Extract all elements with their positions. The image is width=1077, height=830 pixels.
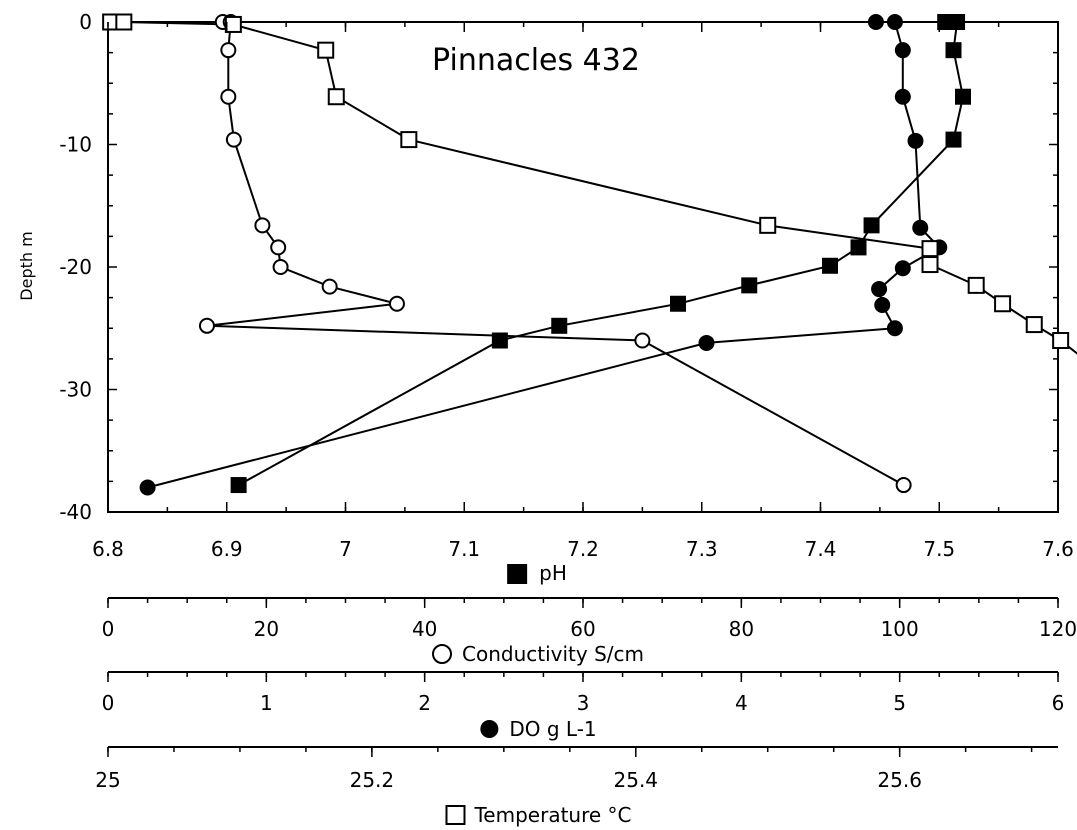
temperature-marker xyxy=(317,41,335,59)
do-marker xyxy=(871,281,888,298)
do-marker xyxy=(874,296,891,313)
conductivity-marker xyxy=(198,317,215,334)
x-tick-label-pH: 6.8 xyxy=(92,537,124,561)
temperature-marker xyxy=(759,216,777,234)
series-line-do xyxy=(147,21,941,489)
conductivity-marker xyxy=(388,295,405,312)
x-tick-label-do: 5 xyxy=(893,691,906,715)
ph-marker xyxy=(670,295,686,312)
temperature-marker xyxy=(921,240,939,258)
x-tick-label-pH: 6.9 xyxy=(211,537,243,561)
x-tick-label-do: 3 xyxy=(577,691,590,715)
x-tick-label-conductivity: 40 xyxy=(412,617,437,641)
x-tick-label-pH: 7.5 xyxy=(923,537,955,561)
legend-temperature-icon xyxy=(445,805,466,825)
conductivity-marker xyxy=(895,477,912,494)
x-tick-label-conductivity: 20 xyxy=(254,617,279,641)
conductivity-marker xyxy=(321,278,338,295)
x-tick-label-pH: 7.4 xyxy=(805,537,837,561)
x-tick-label-conductivity: 120 xyxy=(1039,617,1077,641)
x-tick-label-do: 2 xyxy=(418,691,431,715)
temperature-marker xyxy=(327,88,345,106)
series-line-conductivity xyxy=(206,21,905,486)
x-axis-title-temperature: Temperature °C xyxy=(473,803,631,827)
x-tick-label-pH: 7.2 xyxy=(567,537,599,561)
x-tick-label-temperature: 25 xyxy=(95,768,120,792)
ph-marker xyxy=(491,332,508,349)
x-axis-title-pH: pH xyxy=(539,561,567,585)
do-marker xyxy=(894,88,911,105)
x-tick-label-conductivity: 60 xyxy=(570,617,595,641)
legend-ph-icon xyxy=(507,564,528,584)
x-tick-label-pH: 7.3 xyxy=(686,537,718,561)
temperature-marker xyxy=(400,131,418,149)
temperature-marker xyxy=(115,13,133,31)
ph-marker xyxy=(863,217,880,234)
x-tick-label-do: 0 xyxy=(102,691,115,715)
x-tick-label-do: 1 xyxy=(260,691,273,715)
ph-marker xyxy=(850,239,867,256)
do-marker xyxy=(886,320,903,337)
conductivity-marker xyxy=(254,217,271,234)
temperature-marker xyxy=(1025,316,1043,334)
do-marker xyxy=(894,260,911,277)
legend-do-icon xyxy=(480,720,499,738)
conductivity-marker xyxy=(634,332,651,349)
y-tick-label: -20 xyxy=(59,255,92,279)
conductivity-marker xyxy=(220,42,237,59)
ph-marker xyxy=(741,277,758,294)
legend-conductivity-icon xyxy=(432,644,453,664)
temperature-marker xyxy=(1052,332,1070,349)
x-tick-label-conductivity: 80 xyxy=(729,617,754,641)
x-axis-title-conductivity: Conductivity S/cm xyxy=(462,642,644,666)
x-axis-title-do: DO g L-1 xyxy=(509,717,596,741)
chart-title: Pinnacles 432 xyxy=(432,43,640,78)
x-tick-label-temperature: 25.4 xyxy=(614,768,659,792)
conductivity-marker xyxy=(225,131,242,148)
do-marker xyxy=(139,479,156,496)
do-marker xyxy=(886,14,903,30)
do-marker xyxy=(867,14,884,30)
y-tick-label: -30 xyxy=(59,378,92,402)
x-tick-label-pH: 7 xyxy=(339,537,352,561)
do-marker xyxy=(912,219,929,236)
y-tick-label: -10 xyxy=(59,133,92,157)
ph-marker xyxy=(230,477,247,494)
y-tick-label: -40 xyxy=(59,500,92,524)
x-tick-label-do: 6 xyxy=(1052,691,1065,715)
temperature-marker xyxy=(224,15,242,33)
conductivity-marker xyxy=(270,239,287,256)
temperature-marker xyxy=(967,276,985,294)
do-marker xyxy=(698,334,715,351)
do-marker xyxy=(907,132,924,149)
ph-marker xyxy=(945,131,962,148)
do-marker xyxy=(894,42,911,59)
ph-marker xyxy=(822,257,838,274)
x-tick-label-conductivity: 100 xyxy=(881,617,919,641)
x-tick-label-conductivity: 0 xyxy=(102,617,115,641)
temperature-marker xyxy=(921,256,939,274)
y-axis-label: Depth m xyxy=(17,231,36,300)
ph-marker xyxy=(949,14,966,30)
x-tick-label-pH: 7.1 xyxy=(448,537,480,561)
temperature-marker xyxy=(994,295,1012,313)
conductivity-marker xyxy=(272,259,289,275)
ph-marker xyxy=(955,88,971,105)
conductivity-marker xyxy=(220,88,237,105)
ph-marker xyxy=(551,317,568,334)
x-tick-label-temperature: 25.6 xyxy=(877,768,922,792)
ph-marker xyxy=(945,42,962,59)
plot-area xyxy=(107,21,1059,513)
x-tick-label-temperature: 25.2 xyxy=(350,768,395,792)
y-tick-label: 0 xyxy=(79,10,92,34)
x-tick-label-do: 4 xyxy=(735,691,748,715)
x-tick-label-pH: 7.6 xyxy=(1042,537,1074,561)
